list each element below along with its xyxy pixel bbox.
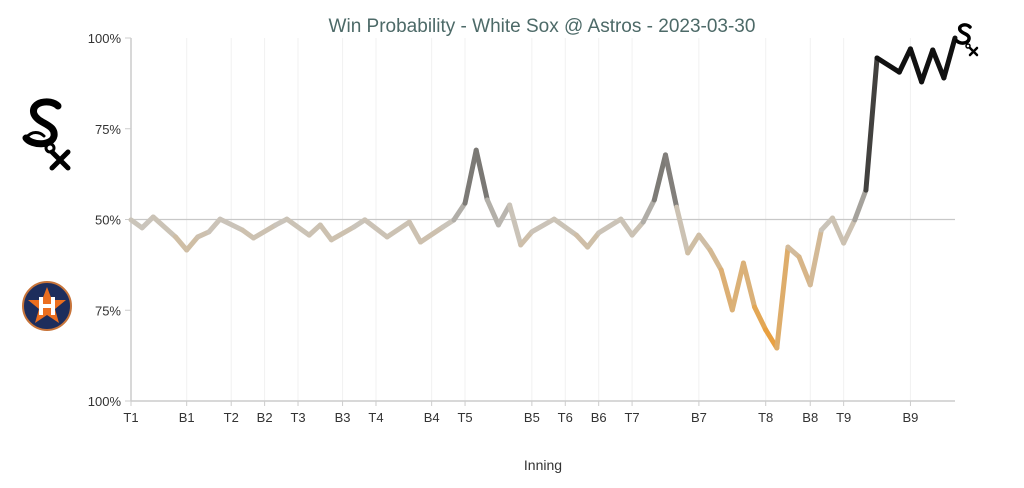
- line-segment: [752, 304, 769, 333]
- line-segment: [674, 204, 691, 256]
- white-sox-logo-icon: [22, 98, 71, 171]
- x-tick-label: T1: [123, 410, 138, 425]
- line-segment: [585, 230, 602, 250]
- line-segment: [729, 260, 746, 313]
- x-tick-label: B3: [335, 410, 351, 425]
- x-tick-label: T2: [224, 410, 239, 425]
- line-segment: [217, 216, 245, 233]
- x-tick-label: T7: [624, 410, 639, 425]
- line-segment: [907, 46, 925, 85]
- x-tick-label: T6: [558, 410, 573, 425]
- x-tick-label: B1: [179, 410, 195, 425]
- line-segment: [451, 200, 468, 223]
- x-tick-label: B5: [524, 410, 540, 425]
- x-tick-label: B2: [257, 410, 273, 425]
- line-segment: [818, 215, 836, 233]
- line-segment: [573, 232, 591, 250]
- line-segment: [462, 147, 479, 206]
- x-tick-label: B6: [591, 410, 607, 425]
- line-segment: [841, 217, 858, 246]
- x-tick-label: T4: [368, 410, 383, 425]
- line-segment: [206, 216, 223, 235]
- line-segment: [774, 244, 791, 351]
- line-segment: [696, 232, 713, 253]
- x-tick-label: T3: [290, 410, 305, 425]
- line-segment: [930, 47, 947, 81]
- x-tick-label: B4: [424, 410, 440, 425]
- line-segment: [484, 197, 501, 228]
- x-tick-label: T9: [836, 410, 851, 425]
- line-segment: [896, 46, 913, 75]
- y-tick-label: 100%: [88, 31, 122, 46]
- x-ticks: T1 B1 T2 B2 T3 B3 T4 B4 T5 B5 T6 B6 T7 B7 T8 B8 T9 B9: [123, 401, 918, 425]
- line-segment: [718, 267, 735, 313]
- win-probability-line: [128, 35, 958, 351]
- line-segment: [284, 216, 312, 238]
- line-segment: [707, 247, 724, 273]
- line-segment: [618, 216, 635, 238]
- line-segment: [662, 152, 680, 210]
- astros-logo-icon: [22, 281, 72, 331]
- line-segment: [362, 217, 390, 240]
- line-segment: [507, 202, 524, 248]
- line-segment: [830, 215, 847, 246]
- x-tick-label: B9: [903, 410, 919, 425]
- line-segment: [473, 147, 490, 203]
- x-tick-label: T8: [758, 410, 773, 425]
- line-segment: [629, 219, 646, 238]
- line-segment: [740, 260, 758, 310]
- line-segment: [384, 219, 412, 240]
- line-segment: [184, 234, 201, 253]
- line-segment: [796, 254, 813, 288]
- y-tick-label: 75%: [95, 303, 121, 318]
- x-tick-label: B7: [691, 410, 707, 425]
- line-segment: [518, 229, 535, 248]
- line-segment: [418, 224, 446, 245]
- line-segment: [874, 55, 902, 75]
- line-segment: [529, 216, 557, 235]
- line-segment: [651, 152, 668, 203]
- y-tick-label: 100%: [88, 394, 122, 409]
- x-axis-label: Inning: [524, 457, 562, 473]
- chart-title: Win Probability - White Sox @ Astros - 2…: [329, 16, 756, 37]
- line-segment: [250, 222, 279, 241]
- line-segment: [495, 202, 513, 228]
- line-segment: [852, 187, 869, 223]
- line-segment: [406, 219, 424, 245]
- y-tick-label: 50%: [95, 213, 121, 228]
- x-tick-label: T5: [457, 410, 472, 425]
- line-segment: [317, 222, 334, 243]
- line-segment: [551, 216, 579, 238]
- y-tick-label: 75%: [95, 122, 121, 137]
- x-tick-label: B8: [802, 410, 818, 425]
- line-segment: [919, 47, 936, 85]
- line-segment: [328, 224, 357, 243]
- line-segment: [685, 232, 702, 256]
- line-segment: [596, 216, 624, 236]
- line-segment: [150, 214, 179, 240]
- line-segment: [807, 227, 824, 288]
- line-segment: [306, 222, 323, 238]
- y-ticks: 100% 75% 50% 75% 100%: [88, 31, 131, 409]
- line-segment: [173, 234, 190, 253]
- line-segment: [941, 35, 958, 81]
- line-segment: [139, 214, 156, 231]
- white-sox-end-logo-icon: [955, 23, 979, 57]
- line-segment: [863, 55, 880, 193]
- line-segment: [640, 197, 657, 225]
